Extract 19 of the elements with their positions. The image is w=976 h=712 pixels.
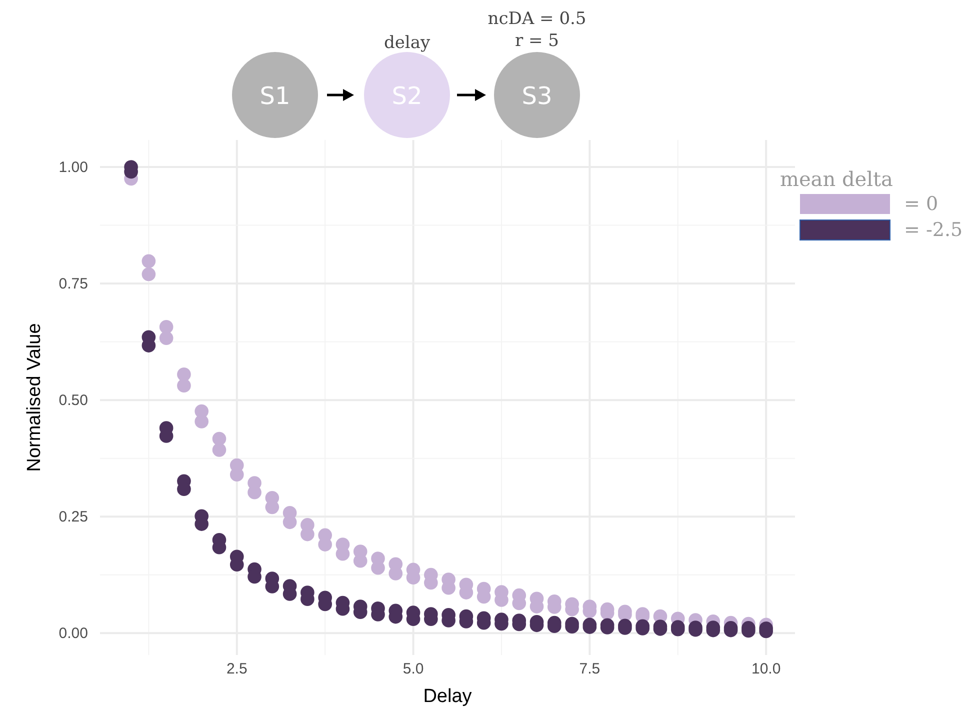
x-tick-label: 5.0 (402, 660, 424, 678)
text: ncDA = 0.5 (488, 9, 586, 29)
y-tick-label: 0.50 (58, 392, 88, 409)
y-tick-label: 0.75 (58, 275, 88, 292)
y-tick-label: 0.25 (58, 508, 88, 526)
text: delay (384, 33, 430, 53)
y-tick-label: 1.00 (58, 158, 88, 176)
text: r = 5 (515, 31, 559, 51)
x-tick-label: 7.5 (579, 660, 600, 678)
x-tick-label: 10.0 (751, 660, 781, 678)
legend-label: = -2.5 (904, 219, 963, 241)
x-axis-title: Delay (423, 686, 472, 707)
x-tick-label: 2.5 (226, 660, 248, 678)
y-tick-label: 0.00 (58, 624, 88, 642)
legend-title: mean delta (780, 167, 894, 191)
text: S1 (260, 82, 290, 110)
y-axis-title: Normalised Value (24, 323, 45, 472)
text: S3 (522, 82, 552, 110)
legend-label: = 0 (904, 193, 938, 215)
